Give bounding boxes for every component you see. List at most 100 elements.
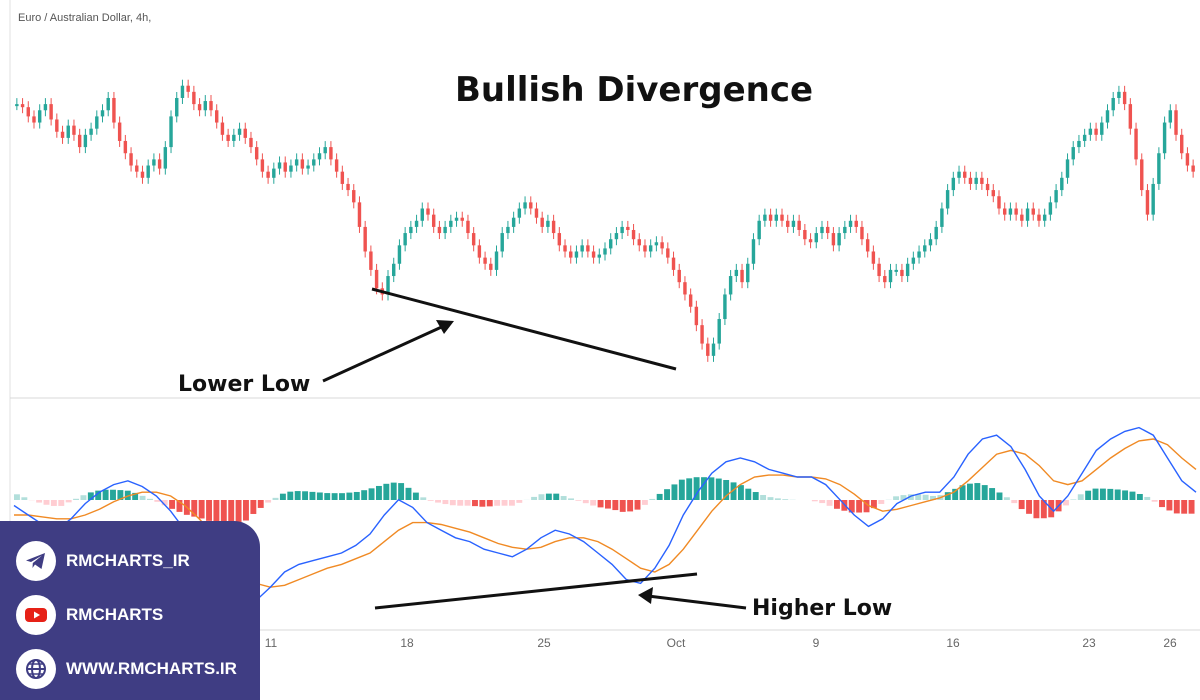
higher-low-line: [374, 572, 698, 610]
candle: [37, 110, 42, 123]
histogram-bar: [449, 500, 456, 506]
candle: [517, 208, 522, 218]
candle: [135, 165, 139, 172]
candle: [637, 239, 641, 246]
histogram-bar: [634, 500, 641, 510]
candle: [506, 226, 510, 234]
histogram-bar: [235, 500, 242, 524]
candle: [723, 294, 727, 320]
candle: [945, 190, 950, 209]
candle: [157, 159, 162, 169]
candle: [774, 214, 779, 221]
histogram-bar: [619, 500, 626, 512]
candle: [597, 254, 602, 258]
histogram-bar: [1099, 488, 1106, 500]
histogram-bar: [930, 495, 936, 500]
candle: [460, 217, 464, 221]
brand-panel: RMCHARTS_IR RMCHARTS WWW.RMCHARTS.IR: [0, 521, 260, 700]
candle: [1162, 122, 1167, 154]
candle: [220, 122, 225, 135]
candle: [683, 282, 687, 295]
candle: [540, 217, 544, 227]
histogram-bar: [1122, 490, 1129, 500]
histogram-bar: [1151, 500, 1158, 502]
histogram-bar: [50, 500, 57, 506]
histogram-bar: [206, 500, 212, 521]
histogram-bar: [427, 500, 434, 501]
histogram-bar: [1136, 493, 1143, 500]
candle: [180, 85, 185, 98]
histogram-bar: [760, 495, 767, 500]
histogram-bar: [176, 500, 183, 512]
histogram-bar: [627, 500, 634, 512]
candle: [1088, 128, 1093, 135]
candle: [117, 122, 122, 141]
histogram-bar: [870, 500, 877, 509]
candle: [152, 159, 156, 166]
candle: [557, 233, 562, 246]
histogram-bar: [43, 500, 50, 505]
candle: [106, 97, 110, 111]
candle: [740, 269, 744, 283]
candle: [1082, 134, 1087, 141]
candle: [1145, 190, 1150, 215]
candle: [454, 217, 459, 221]
histogram-bar: [161, 500, 168, 506]
candle: [72, 125, 76, 135]
histogram-bar: [220, 500, 227, 525]
brand-telegram[interactable]: RMCHARTS_IR: [16, 541, 190, 581]
candle: [1100, 122, 1104, 135]
candle: [837, 233, 841, 246]
candle: [346, 183, 350, 191]
histogram-bar: [605, 500, 611, 509]
candle: [643, 245, 647, 252]
histogram-bar: [538, 494, 545, 500]
histogram-bar: [139, 495, 146, 500]
candle: [123, 140, 128, 154]
histogram-bar: [819, 500, 826, 504]
histogram-bar: [479, 500, 486, 507]
candle: [60, 131, 65, 138]
candle: [997, 196, 1001, 209]
histogram-bar: [848, 500, 855, 513]
histogram-bar: [412, 492, 419, 500]
candle: [197, 104, 202, 111]
candle: [523, 202, 527, 209]
histogram-bar: [996, 492, 1003, 500]
candle: [620, 226, 624, 234]
candle: [1134, 128, 1138, 160]
candle: [574, 251, 579, 258]
candle: [626, 226, 630, 230]
candle: [352, 190, 356, 203]
candle: [706, 343, 710, 356]
histogram-bar: [693, 477, 700, 500]
histogram-bar: [73, 498, 80, 500]
higher-low-label: Higher Low: [752, 596, 893, 621]
candle: [569, 251, 573, 258]
telegram-icon: [16, 541, 56, 581]
histogram-bar: [553, 493, 560, 500]
candle: [580, 245, 584, 252]
candle: [209, 101, 213, 111]
candle: [409, 226, 413, 234]
candle: [923, 245, 927, 252]
candle: [808, 239, 813, 243]
x-tick-label: 23: [1082, 636, 1096, 650]
candle: [477, 245, 482, 258]
brand-youtube[interactable]: RMCHARTS: [16, 595, 163, 635]
histogram-bar: [272, 497, 279, 500]
indicator-pane: [13, 426, 1197, 611]
candle: [140, 171, 145, 178]
candle: [66, 125, 70, 138]
candle: [374, 269, 379, 289]
histogram-bar: [826, 500, 833, 506]
histogram-bar: [368, 488, 375, 500]
candle: [1065, 159, 1070, 178]
histogram-bar: [708, 477, 715, 500]
candle: [254, 147, 259, 160]
histogram-bar: [36, 500, 43, 503]
brand-website[interactable]: WWW.RMCHARTS.IR: [16, 649, 237, 689]
candle: [963, 171, 967, 178]
histogram-bar: [198, 500, 205, 519]
candle: [129, 153, 133, 166]
